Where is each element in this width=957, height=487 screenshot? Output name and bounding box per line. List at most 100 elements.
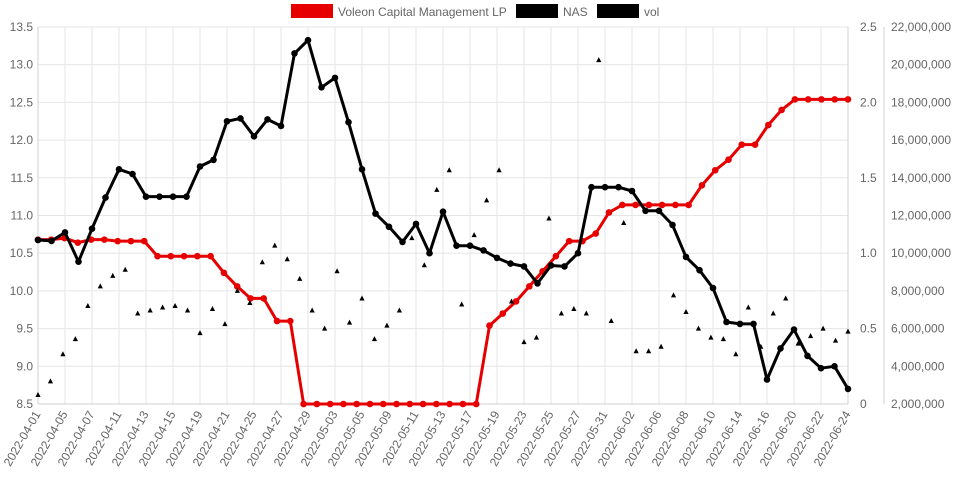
nas-point[interactable] — [196, 163, 204, 170]
voleon-capital-management-lp-point[interactable] — [154, 252, 161, 260]
voleon-capital-management-lp-point[interactable] — [180, 252, 188, 260]
nas-point[interactable] — [426, 249, 433, 257]
vol-point[interactable] — [658, 343, 664, 349]
nas-point[interactable] — [345, 118, 352, 126]
vol-point[interactable] — [633, 348, 639, 354]
vol-point[interactable] — [384, 322, 390, 328]
nas-point[interactable] — [372, 210, 379, 217]
nas-point[interactable] — [304, 36, 312, 44]
nas-point[interactable] — [412, 220, 420, 228]
nas-point[interactable] — [709, 284, 717, 292]
voleon-capital-management-lp-point[interactable] — [738, 141, 746, 148]
vol-point[interactable] — [110, 272, 116, 278]
voleon-capital-management-lp-point[interactable] — [140, 237, 148, 245]
vol-point[interactable] — [471, 232, 477, 238]
voleon-capital-management-lp-point[interactable] — [353, 400, 360, 408]
nas-point[interactable] — [331, 74, 339, 82]
vol-point[interactable] — [558, 310, 564, 316]
vol-point[interactable] — [508, 298, 515, 304]
nas-point[interactable] — [507, 260, 514, 267]
vol-point[interactable] — [334, 268, 340, 274]
voleon-capital-management-lp-point[interactable] — [379, 400, 387, 408]
nas-point[interactable] — [804, 352, 811, 360]
voleon-capital-management-lp-point[interactable] — [791, 96, 799, 103]
voleon-capital-management-lp-point[interactable] — [114, 237, 121, 245]
voleon-capital-management-lp-point[interactable] — [101, 236, 108, 243]
vol-point[interactable] — [832, 337, 839, 343]
legend-item-voleon[interactable]: Voleon Capital Management LP — [291, 4, 507, 19]
nas-point[interactable] — [642, 207, 649, 215]
voleon-capital-management-lp-point[interactable] — [273, 317, 281, 325]
voleon-capital-management-lp-point[interactable] — [804, 96, 812, 103]
vol-point[interactable] — [583, 310, 589, 316]
nas-point[interactable] — [223, 117, 231, 125]
nas-point[interactable] — [61, 229, 69, 236]
nas-point[interactable] — [736, 320, 744, 328]
nas-point[interactable] — [169, 193, 177, 200]
nas-point[interactable] — [534, 280, 541, 287]
vol-point[interactable] — [272, 242, 278, 248]
vol-point[interactable] — [209, 305, 216, 311]
voleon-capital-management-lp-point[interactable] — [552, 252, 560, 260]
vol-point[interactable] — [496, 167, 502, 173]
voleon-capital-management-lp-point[interactable] — [127, 237, 135, 245]
voleon-capital-management-lp-point[interactable] — [433, 400, 440, 408]
voleon-capital-management-lp-point[interactable] — [486, 322, 493, 329]
voleon-capital-management-lp-point[interactable] — [685, 201, 692, 209]
nas-point[interactable] — [385, 223, 393, 231]
vol-point[interactable] — [646, 348, 652, 354]
vol-point[interactable] — [222, 321, 228, 327]
nas-point[interactable] — [277, 122, 285, 130]
legend-item-vol[interactable]: vol — [597, 4, 659, 19]
voleon-capital-management-lp-point[interactable] — [844, 96, 852, 103]
vol-point[interactable] — [72, 336, 78, 342]
nas-point[interactable] — [48, 237, 55, 245]
vol-point[interactable] — [97, 283, 103, 289]
vol-point[interactable] — [247, 299, 253, 305]
nas-point[interactable] — [115, 166, 123, 173]
voleon-capital-management-lp-point[interactable] — [286, 317, 294, 325]
nas-point[interactable] — [291, 50, 298, 57]
nas-point[interactable] — [88, 225, 96, 232]
vol-point[interactable] — [484, 197, 490, 203]
nas-point[interactable] — [318, 84, 325, 91]
nas-point[interactable] — [183, 193, 190, 200]
nas-point[interactable] — [574, 249, 582, 257]
voleon-capital-management-lp-point[interactable] — [818, 96, 825, 103]
nas-point[interactable] — [453, 242, 460, 249]
voleon-capital-management-lp-point[interactable] — [313, 400, 321, 408]
nas-point[interactable] — [520, 263, 528, 270]
vol-point[interactable] — [733, 351, 739, 357]
nas-point[interactable] — [480, 247, 487, 254]
nas-point[interactable] — [399, 238, 406, 246]
nas-point[interactable] — [763, 376, 771, 383]
legend-item-nas[interactable]: NAS — [516, 4, 588, 19]
voleon-capital-management-lp-point[interactable] — [406, 400, 414, 408]
nas-point[interactable] — [561, 263, 568, 270]
voleon-capital-management-lp-point[interactable] — [765, 121, 772, 129]
voleon-capital-management-lp-point[interactable] — [340, 400, 347, 408]
vol-point[interactable] — [147, 307, 153, 313]
voleon-capital-management-lp-point[interactable] — [300, 400, 307, 408]
nas-point[interactable] — [466, 242, 474, 249]
voleon-capital-management-lp-point[interactable] — [831, 96, 839, 103]
nas-point[interactable] — [696, 266, 703, 274]
voleon-capital-management-lp-point[interactable] — [167, 252, 175, 260]
voleon-capital-management-lp-point[interactable] — [472, 400, 480, 408]
voleon-capital-management-lp-point[interactable] — [618, 201, 626, 209]
voleon-capital-management-lp-point[interactable] — [326, 400, 334, 408]
vol-point[interactable] — [795, 340, 801, 346]
nas-point[interactable] — [250, 133, 258, 140]
nas-point[interactable] — [102, 194, 109, 201]
voleon-capital-management-lp-point[interactable] — [605, 209, 613, 216]
nas-point[interactable] — [34, 236, 42, 244]
vol-point[interactable] — [720, 336, 726, 342]
nas-point[interactable] — [358, 166, 366, 173]
vol-point[interactable] — [184, 307, 191, 313]
nas-point[interactable] — [682, 253, 690, 261]
voleon-capital-management-lp-point[interactable] — [446, 400, 453, 408]
voleon-capital-management-lp-point[interactable] — [393, 400, 400, 408]
nas-point[interactable] — [237, 115, 244, 122]
vol-point[interactable] — [297, 275, 303, 281]
voleon-capital-management-lp-point[interactable] — [672, 201, 679, 209]
